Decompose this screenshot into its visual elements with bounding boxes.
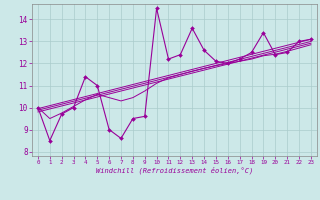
X-axis label: Windchill (Refroidissement éolien,°C): Windchill (Refroidissement éolien,°C) xyxy=(96,167,253,174)
